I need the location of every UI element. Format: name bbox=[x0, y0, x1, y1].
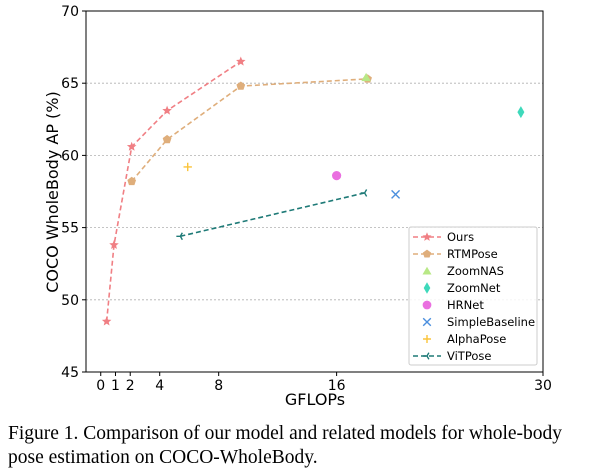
x-tick-label: 16 bbox=[328, 378, 346, 394]
series-line-rtmpose bbox=[131, 78, 368, 182]
legend-label-rtmpose: RTMPose bbox=[447, 247, 498, 261]
legend-label-simplebaseline: SimpleBaseline bbox=[447, 315, 535, 329]
data-point-zoomnet bbox=[517, 106, 525, 119]
y-tick-label: 55 bbox=[61, 221, 79, 237]
plot-series bbox=[101, 56, 525, 326]
legend: Ours RTMPose ZoomNAS ZoomNet HRNet SimpleBase… bbox=[408, 226, 538, 366]
legend-frame bbox=[408, 226, 538, 366]
legend-label-hrnet: HRNet bbox=[447, 298, 484, 312]
data-point-ours bbox=[162, 105, 172, 115]
x-tick-label: 4 bbox=[155, 378, 164, 394]
data-point-rtmpose bbox=[162, 134, 172, 144]
data-point-ours bbox=[101, 316, 112, 326]
data-point-alphapose bbox=[183, 162, 192, 172]
legend-label-ours: Ours bbox=[447, 230, 474, 244]
y-tick-label: 65 bbox=[61, 76, 79, 92]
legend-marker-ours bbox=[422, 232, 432, 241]
data-point-simplebaseline bbox=[391, 189, 401, 199]
y-tick-label: 50 bbox=[61, 293, 79, 309]
legend-marker-simplebaseline bbox=[422, 317, 432, 327]
data-point-ours bbox=[126, 141, 137, 151]
axes: 45 50 55 60 65 70 0 1 2 4 8 16 30 bbox=[61, 4, 552, 394]
x-tick-label: 1 bbox=[111, 378, 120, 394]
plot-frame bbox=[85, 10, 544, 373]
series-line-vitpose bbox=[180, 192, 365, 238]
y-tick-label: 70 bbox=[61, 4, 79, 20]
data-point-hrnet bbox=[332, 171, 342, 181]
data-point-vitpose bbox=[176, 232, 183, 241]
legend-marker-hrnet bbox=[422, 300, 432, 310]
legend-label-zoomnet: ZoomNet bbox=[447, 281, 501, 295]
data-point-rtmpose bbox=[127, 176, 137, 186]
y-axis-label: COCO WholeBody AP (%) bbox=[43, 91, 62, 293]
legend-label-zoomnas: ZoomNAS bbox=[447, 264, 504, 278]
legend-label-alphapose: AlphaPose bbox=[447, 332, 506, 346]
x-axis-label: GFLOPs bbox=[285, 390, 345, 409]
chart: 45 50 55 60 65 70 0 1 2 4 8 16 30 GFLOPs COCO WholeB… bbox=[43, 4, 552, 409]
data-point-rtmpose bbox=[236, 81, 246, 90]
y-tick-label: 60 bbox=[61, 148, 79, 164]
legend-marker-alphapose bbox=[423, 335, 431, 343]
x-tick-label: 8 bbox=[214, 378, 223, 394]
legend-marker-zoomnas bbox=[422, 266, 432, 275]
legend-marker-vitpose bbox=[423, 352, 430, 360]
figure-caption: Figure 1. Comparison of our model and re… bbox=[8, 423, 563, 468]
legend-marker-zoomnet bbox=[423, 282, 431, 294]
x-tick-label: 2 bbox=[126, 378, 135, 394]
data-point-vitpose bbox=[360, 189, 368, 197]
x-tick-label: 0 bbox=[96, 378, 105, 394]
data-point-ours bbox=[109, 239, 119, 249]
y-tick-label: 45 bbox=[61, 365, 79, 381]
legend-marker-rtmpose bbox=[422, 249, 432, 258]
legend-label-vitpose: ViTPose bbox=[447, 349, 491, 363]
x-tick-label: 30 bbox=[534, 378, 552, 394]
data-point-ours bbox=[236, 56, 246, 66]
data-point-zoomnas bbox=[361, 72, 371, 82]
